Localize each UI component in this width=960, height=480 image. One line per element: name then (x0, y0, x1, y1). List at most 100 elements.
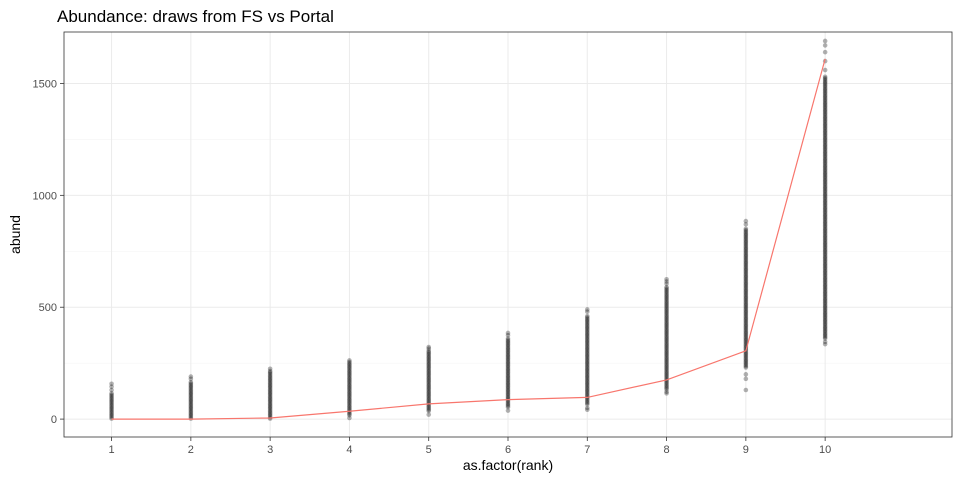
abund-point (664, 294, 669, 300)
abund-point (584, 390, 590, 396)
x-axis: 1 2 3 4 5 6 7 8 9 10 (109, 437, 831, 456)
abund-point (664, 349, 669, 354)
abund-point (664, 298, 669, 304)
abund-point (109, 409, 114, 414)
abund-point (664, 291, 669, 297)
abund-point (822, 129, 828, 134)
abund-point (743, 300, 749, 306)
abund-point (109, 406, 114, 412)
abund-point (584, 392, 590, 397)
abund-point (822, 217, 828, 222)
abund-point (584, 364, 590, 369)
abund-point (426, 354, 432, 359)
abund-point (822, 150, 828, 155)
abund-point (822, 210, 828, 215)
abund-point (822, 115, 828, 120)
abund-point (822, 120, 828, 126)
abund-point (109, 414, 114, 420)
abund-point (822, 243, 828, 249)
abund-point (822, 134, 828, 140)
abund-point (743, 326, 749, 331)
abund-point (822, 127, 828, 133)
abund-point (664, 354, 669, 360)
abund-point (822, 288, 828, 294)
abund-point (505, 392, 511, 397)
abund-point (822, 253, 828, 259)
abund-point (664, 323, 669, 329)
abund-point (822, 179, 828, 185)
abund-point (505, 347, 511, 353)
abund-point (743, 278, 749, 284)
abund-point (743, 236, 749, 242)
abund-point (505, 344, 511, 350)
abund-point (584, 346, 590, 351)
abund-point (347, 389, 352, 394)
grid (64, 32, 952, 437)
abund-point (822, 109, 828, 115)
abund-point (584, 339, 590, 344)
abund-point (822, 200, 828, 206)
abund-point (822, 176, 828, 182)
abund-point (822, 138, 828, 144)
abund-point (664, 343, 669, 349)
abund-point (743, 244, 749, 250)
abund-point (584, 316, 590, 322)
abund-point (822, 158, 828, 164)
abund-point (584, 388, 590, 393)
scatter-points (109, 38, 828, 421)
abund-point (505, 340, 511, 346)
abund-outlier-point (822, 38, 828, 44)
abund-point (743, 331, 749, 337)
abund-outlier-point (822, 341, 828, 347)
abund-point (822, 311, 828, 316)
abund-point (188, 379, 194, 385)
abund-point (822, 208, 828, 214)
abund-point (426, 384, 432, 390)
abund-point (743, 306, 749, 312)
abund-point (743, 340, 749, 345)
abund-point (822, 82, 828, 88)
abund-point (505, 351, 511, 357)
abund-point (822, 113, 828, 119)
abund-point (584, 353, 590, 358)
abund-point (743, 272, 749, 278)
abund-point (584, 368, 590, 374)
abund-point (505, 336, 511, 341)
abund-point (822, 313, 828, 319)
abund-point (822, 136, 828, 141)
abund-point (584, 369, 590, 375)
abund-outlier-point (109, 384, 114, 389)
abund-point (822, 145, 828, 151)
abund-point (347, 379, 352, 384)
abund-point (822, 278, 828, 284)
abund-point (267, 385, 273, 391)
abund-point (267, 412, 273, 417)
abund-point (505, 372, 511, 378)
abund-point (822, 106, 828, 112)
abund-point (426, 351, 432, 356)
abund-point (822, 166, 828, 172)
abund-point (267, 374, 273, 379)
abund-point (188, 398, 194, 403)
abund-point (743, 251, 749, 257)
abund-point (822, 274, 828, 280)
abund-point (822, 327, 828, 333)
abund-point (584, 376, 590, 382)
abund-point (584, 375, 590, 381)
abund-point (822, 140, 828, 145)
abund-point (347, 363, 352, 369)
abund-point (822, 143, 828, 148)
abund-point (822, 255, 828, 260)
abund-point (426, 390, 432, 396)
abund-point (505, 364, 511, 369)
abund-point (664, 374, 669, 379)
abund-point (584, 344, 590, 350)
abund-point (347, 373, 352, 379)
abund-point (822, 89, 828, 95)
abund-point (743, 292, 749, 298)
abund-point (426, 405, 432, 411)
abund-outlier-point (664, 391, 669, 396)
abund-point (505, 402, 511, 407)
abund-point (664, 316, 669, 322)
abund-point (743, 281, 749, 286)
